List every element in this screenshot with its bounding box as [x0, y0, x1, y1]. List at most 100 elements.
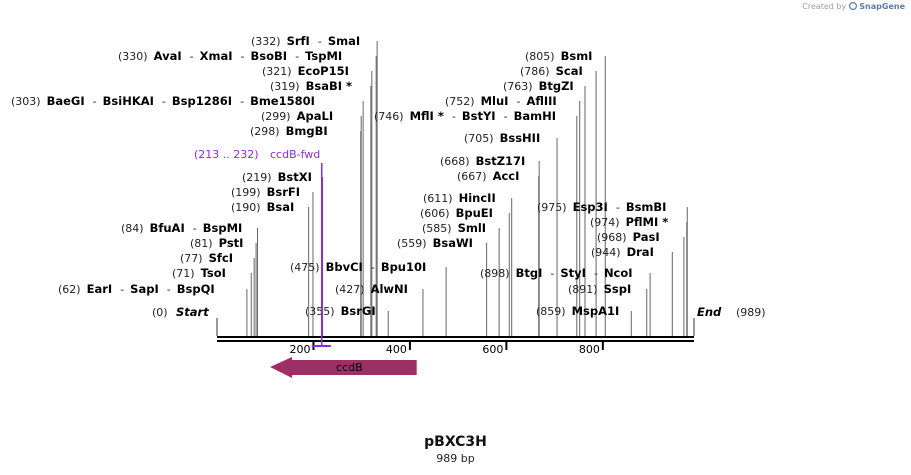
end-label: End [697, 305, 722, 319]
primer-label: ccdB-fwd [270, 148, 320, 161]
site-name-10-0: BaeGI [47, 94, 85, 108]
site-name-20-0: BpuEI [456, 206, 493, 220]
start-position: (0) [152, 306, 168, 319]
site-name-34-0: PasI [633, 230, 660, 244]
site-position-21: (611) [423, 192, 453, 205]
site-position-20: (606) [420, 207, 450, 220]
site-name-10-1: BsiHKAI [103, 94, 154, 108]
site-name-31-0: SspI [604, 282, 632, 296]
site-name-35-0: PflMI * [626, 215, 669, 229]
site-position-30: (859) [536, 305, 566, 318]
site-name-10-3: Bme1580I [250, 94, 315, 108]
site-name-10-2: Bsp1286I [172, 94, 232, 108]
ruler-label-800: 800 [579, 343, 600, 356]
site-position-23: (668) [440, 155, 470, 168]
site-name-32-2: NcoI [604, 266, 633, 280]
site-position-9: (299) [261, 110, 291, 123]
plasmid-name: pBXC3H [424, 434, 487, 450]
site-name-13-1: XmaI [200, 49, 233, 63]
site-sep-13-1: - [190, 50, 194, 63]
site-position-27: (763) [503, 80, 533, 93]
site-position-32: (898) [480, 267, 510, 280]
ccdB-feature-label: ccdB [336, 361, 363, 374]
site-position-10: (303) [11, 95, 41, 108]
site-name-13-2: BsoBI [251, 49, 288, 63]
site-name-7-0: BstXI [278, 170, 312, 184]
site-position-24: (705) [464, 132, 494, 145]
site-name-15-0: BsrGI [341, 304, 376, 318]
site-name-14-1: SmaI [328, 34, 360, 48]
site-name-0-2: BspQI [177, 282, 215, 296]
ruler-label-200: 200 [289, 343, 310, 356]
site-position-34: (968) [597, 231, 627, 244]
site-name-24-0: BssHII [500, 131, 541, 145]
site-sep-32-1: - [550, 267, 554, 280]
credit: Created by SnapGene [802, 1, 905, 11]
site-name-17-0: BbvCI [326, 260, 363, 274]
site-position-17: (475) [290, 261, 320, 274]
end-position: (989) [736, 306, 766, 319]
site-name-36-0: Esp3I [573, 200, 608, 214]
site-name-14-0: SrfI [287, 34, 310, 48]
site-name-9-0: ApaLI [297, 109, 334, 123]
site-name-12-0: EcoP15I [298, 64, 349, 78]
site-sep-13-2: - [241, 50, 245, 63]
site-sep-26-1: - [516, 95, 520, 108]
ruler-label-600: 600 [482, 343, 503, 356]
site-position-0: (62) [58, 283, 81, 296]
site-name-22-0: AccI [493, 169, 520, 183]
site-sep-14-1: - [318, 35, 322, 48]
site-sep-4-1: - [193, 222, 197, 235]
site-position-14: (332) [251, 35, 281, 48]
site-sep-32-2: - [594, 267, 598, 280]
site-name-32-0: BtgI [516, 266, 543, 280]
site-name-33-0: DraI [627, 245, 654, 259]
site-name-27-0: BtgZI [539, 79, 574, 93]
ruler-label-400: 400 [386, 343, 407, 356]
site-position-36: (975) [537, 201, 567, 214]
snapgene-logo-icon [848, 1, 857, 11]
plasmid-length: 989 bp [436, 452, 475, 465]
site-sep-36-1: - [616, 201, 620, 214]
site-position-7: (219) [242, 171, 272, 184]
site-name-28-0: ScaI [556, 64, 583, 78]
site-position-16: (427) [335, 283, 365, 296]
start-label: Start [176, 305, 209, 319]
site-position-26: (752) [445, 95, 475, 108]
site-name-11-0: BsaBI * [306, 79, 352, 93]
site-name-2-0: SfcI [209, 251, 233, 265]
site-sep-10-3: - [240, 95, 244, 108]
site-position-28: (786) [520, 65, 550, 78]
site-name-26-0: MluI [481, 94, 509, 108]
site-sep-0-1: - [120, 283, 124, 296]
site-sep-10-1: - [93, 95, 97, 108]
primer-position: (213 .. 232) [194, 148, 259, 161]
site-position-18: (559) [397, 237, 427, 250]
site-name-25-1: BstYI [462, 109, 496, 123]
site-position-33: (944) [591, 246, 621, 259]
site-name-21-0: HincII [459, 191, 496, 205]
site-name-8-0: BmgBI [286, 124, 328, 138]
site-position-1: (71) [172, 267, 195, 280]
site-position-22: (667) [457, 170, 487, 183]
site-name-3-0: PstI [219, 236, 244, 250]
credit-prefix: Created by [802, 2, 847, 11]
site-sep-25-1: - [452, 110, 456, 123]
site-position-35: (974) [590, 216, 620, 229]
site-sep-10-2: - [162, 95, 166, 108]
site-sep-17-1: - [371, 261, 375, 274]
site-position-3: (81) [190, 237, 213, 250]
site-name-4-0: BfuAI [150, 221, 185, 235]
site-name-0-1: SapI [130, 282, 159, 296]
site-position-25: (746) [374, 110, 404, 123]
site-sep-25-2: - [504, 110, 508, 123]
site-name-18-0: BsaWI [433, 236, 473, 250]
site-name-16-0: AlwNI [371, 282, 408, 296]
site-name-1-0: TsoI [201, 266, 226, 280]
site-name-13-3: TspMI [305, 49, 342, 63]
site-position-15: (355) [305, 305, 335, 318]
site-name-32-1: StyI [560, 266, 586, 280]
site-name-23-0: BstZ17I [476, 154, 526, 168]
site-name-4-1: BspMI [203, 221, 243, 235]
site-name-0-0: EarI [87, 282, 113, 296]
